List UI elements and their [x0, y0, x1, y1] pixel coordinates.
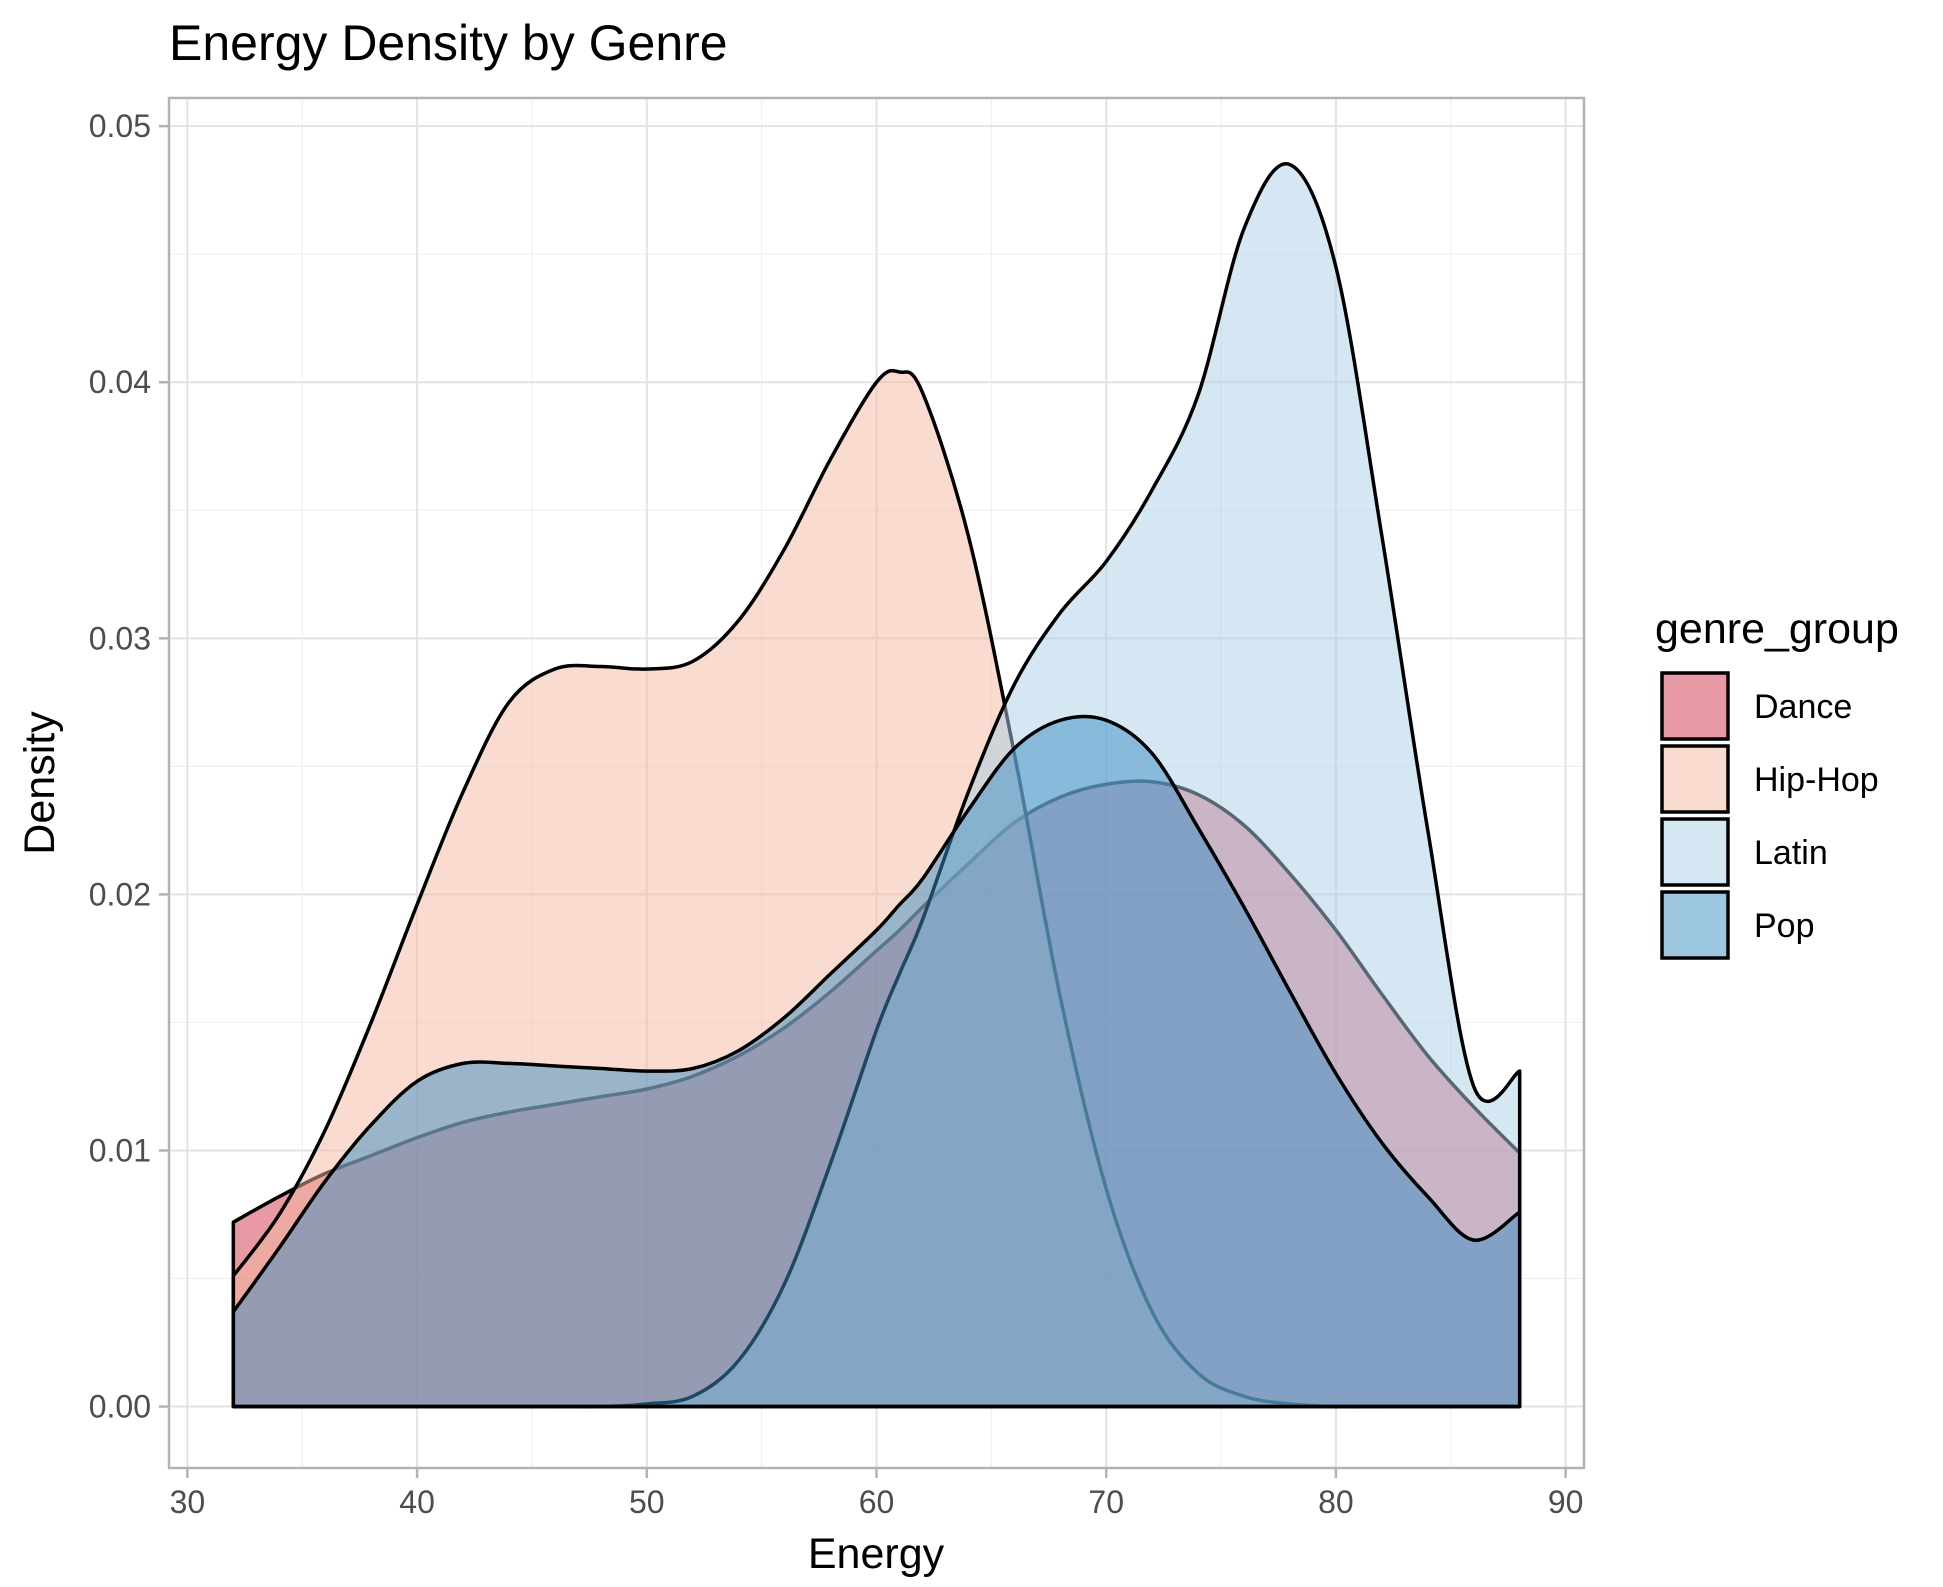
legend-label-dance: Dance	[1754, 688, 1852, 726]
y-tick-label: 0.00	[89, 1389, 151, 1425]
legend-swatch-hip-hop	[1660, 744, 1730, 814]
x-tick-label: 90	[1548, 1484, 1584, 1520]
x-tick-label: 40	[399, 1484, 435, 1520]
x-tick-labels: 30 40 50 60 70 80 90	[170, 1484, 1584, 1520]
x-tick-label: 30	[170, 1484, 206, 1520]
legend-label-hip-hop: Hip-Hop	[1754, 761, 1879, 799]
legend-label-pop: Pop	[1754, 907, 1815, 945]
axis-ticks	[159, 124, 1567, 1478]
chart-title: Energy Density by Genre	[169, 15, 728, 71]
x-tick-label: 60	[859, 1484, 895, 1520]
y-tick-labels: 0.00 0.01 0.02 0.03 0.04 0.05	[89, 108, 151, 1424]
legend-title: genre_group	[1655, 605, 1899, 653]
y-tick-label: 0.03	[89, 620, 151, 656]
legend: genre_group Dance Hip-Hop Latin Pop	[1655, 605, 1899, 960]
y-tick-label: 0.01	[89, 1132, 151, 1168]
y-tick-label: 0.04	[89, 364, 151, 400]
legend-swatch-dance	[1660, 671, 1730, 741]
legend-swatch-pop	[1660, 890, 1730, 960]
density-area-pop	[231, 714, 1522, 1409]
legend-swatch-latin	[1660, 817, 1730, 887]
x-tick-label: 80	[1318, 1484, 1354, 1520]
y-tick-label: 0.05	[89, 108, 151, 144]
density-areas	[231, 162, 1522, 1409]
x-tick-label: 70	[1088, 1484, 1124, 1520]
x-tick-label: 50	[629, 1484, 665, 1520]
y-axis-title: Density	[16, 711, 64, 855]
legend-label-latin: Latin	[1754, 834, 1828, 872]
x-axis-title: Energy	[808, 1530, 945, 1578]
y-tick-label: 0.02	[89, 876, 151, 912]
